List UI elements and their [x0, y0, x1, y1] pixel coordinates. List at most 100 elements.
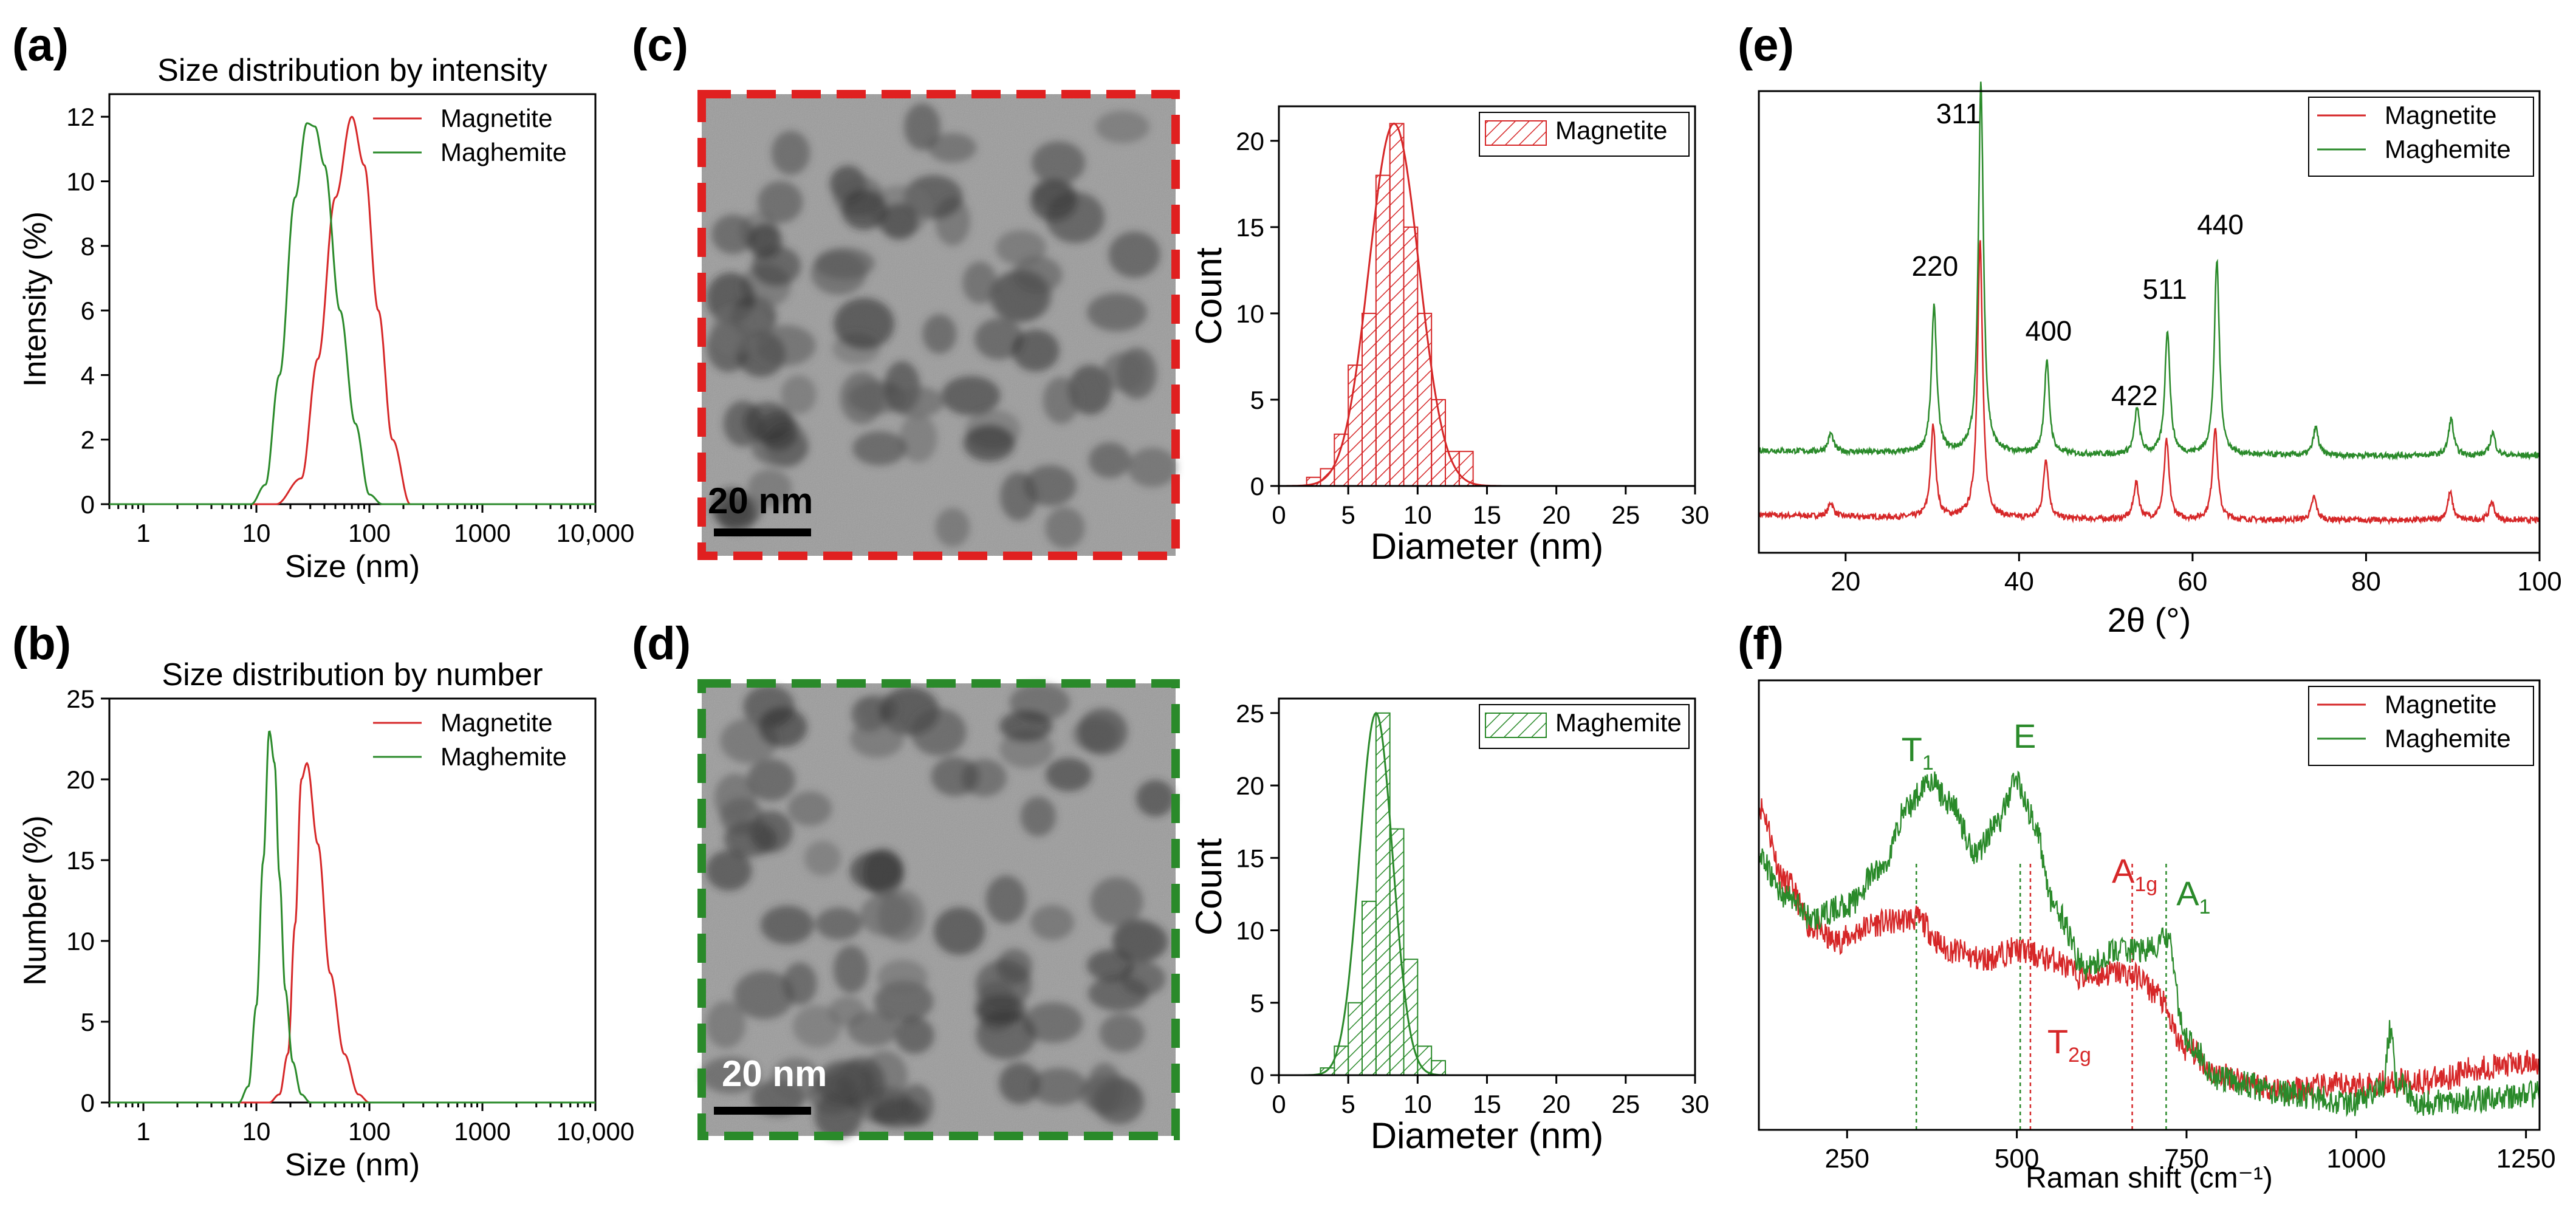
nanoparticle	[706, 1000, 746, 1048]
histogram-bar	[1389, 828, 1405, 1076]
nanoparticle	[711, 214, 755, 255]
chart-f: 250 500 750 1000 1250 Raman shift (cm⁻¹) T1 E A1…	[1758, 679, 2556, 1194]
nanoparticle	[758, 411, 798, 451]
y-axis-label: Number (%)	[18, 815, 53, 985]
y-tick-label: 4	[81, 361, 95, 389]
x-tick-label: 5	[1341, 501, 1355, 529]
nanoparticle	[771, 131, 810, 176]
scale-label-d: 20 nm	[722, 1053, 827, 1094]
y-tick-label: 20	[1236, 127, 1264, 156]
legend-label: Maghemite	[2385, 135, 2511, 163]
y-tick-label: 15	[1236, 844, 1264, 872]
nanoparticle	[1045, 757, 1092, 791]
chart-e: 20 40 60 80 100 2θ (°) 311 220 400 422 511 440 Magne…	[1758, 81, 2562, 639]
panel-label-a: (a)	[12, 19, 69, 71]
histogram-bar	[1348, 1002, 1363, 1076]
y-tick-label: 20	[66, 765, 95, 794]
legend-label: Magnetite	[440, 104, 552, 132]
nanoparticle	[1020, 796, 1057, 836]
x-tick-label: 1	[136, 519, 150, 547]
tem-frame-c	[697, 90, 1180, 560]
peak-label-311: 311	[1936, 98, 1981, 129]
x-tick-label: 20	[1831, 567, 1860, 597]
x-tick-label: 25	[1611, 1090, 1640, 1118]
nanoparticle	[1095, 111, 1150, 143]
y-tick-label: 0	[81, 1089, 95, 1117]
nanoparticle	[985, 875, 1027, 924]
x-tick-label: 60	[2177, 567, 2207, 597]
x-tick-label: 100	[348, 519, 391, 547]
nanoparticle	[815, 1060, 875, 1106]
y-tick-label: 25	[66, 685, 95, 713]
nanoparticle	[877, 959, 928, 997]
x-tick-label: 0	[1272, 501, 1286, 529]
peak-label-511: 511	[2143, 273, 2187, 305]
series-line-maghemite	[1758, 81, 2541, 461]
x-tick-label: 500	[1995, 1144, 2039, 1174]
y-axis-label: Count	[1188, 247, 1229, 344]
nanoparticle	[706, 850, 752, 891]
series-line-magnetite	[1758, 240, 2540, 525]
histogram-bar	[1375, 174, 1391, 487]
y-tick-label: 25	[1236, 699, 1264, 728]
nanoparticle	[1086, 293, 1147, 332]
nanoparticle	[1112, 917, 1160, 962]
legend-label: Magnetite	[2385, 690, 2496, 719]
nanoparticle	[787, 791, 832, 826]
x-tick-label: 10	[1403, 1090, 1432, 1118]
series-line-maghemite	[109, 122, 595, 505]
x-axis-label: 2θ (°)	[2108, 601, 2191, 639]
nanoparticle	[755, 325, 816, 366]
x-tick-label: 80	[2351, 567, 2381, 597]
y-tick-label: 15	[66, 846, 95, 875]
nanoparticle	[1136, 779, 1175, 817]
chart-title: Size distribution by number	[162, 657, 543, 692]
legend-label: Magnetite	[440, 708, 552, 737]
histogram-bar	[1403, 226, 1419, 487]
nanoparticle	[1023, 465, 1077, 507]
nanoparticle	[904, 103, 940, 151]
nanoparticle	[1088, 442, 1131, 479]
series-line-magnetite	[109, 762, 595, 1104]
x-axis-label: Diameter (nm)	[1371, 1115, 1603, 1156]
nanoparticle	[833, 945, 869, 994]
nanoparticle	[747, 759, 795, 801]
y-tick-label: 20	[1236, 771, 1264, 800]
peak-label-400: 400	[2026, 315, 2072, 346]
histogram-bar	[1362, 900, 1377, 1076]
nanoparticle	[1043, 377, 1080, 424]
series-line-maghemite	[109, 730, 595, 1104]
legend-label: Magnetite	[1555, 116, 1667, 145]
nanoparticle	[975, 959, 1032, 1010]
mode-label: A1g	[2112, 852, 2157, 896]
x-tick-label: 10,000	[557, 1117, 634, 1146]
mode-label-sub: 1	[2199, 895, 2211, 918]
nanoparticle	[804, 841, 841, 876]
histogram-bar	[1389, 123, 1405, 487]
nanoparticle	[928, 132, 977, 163]
chart-a: 1 10 100 1000 10,000 0 2 4 6 8 10 12 Size (nm) Intens…	[18, 53, 634, 584]
nanoparticle	[1127, 448, 1177, 487]
nanoparticle	[1046, 191, 1105, 244]
y-tick-label: 8	[81, 232, 95, 261]
nanoparticle	[974, 318, 1024, 360]
nanoparticle	[931, 756, 979, 796]
nanoparticle	[1090, 877, 1143, 926]
nanoparticle	[899, 1084, 934, 1127]
nanoparticle	[770, 1058, 822, 1103]
series-line-magnetite	[109, 115, 595, 505]
y-tick-label: 15	[1236, 213, 1264, 242]
histogram-bar	[1445, 451, 1460, 487]
chart-d-hist: 0 5 10 15 20 25 30 0 5 10 15 20 25 Diameter (nm) Count…	[1188, 697, 1709, 1156]
nanoparticle	[889, 386, 945, 417]
x-tick-label: 0	[1272, 1090, 1286, 1118]
peak-label-220: 220	[1911, 250, 1958, 282]
y-axis-label: Count	[1188, 838, 1229, 935]
y-tick-label: 2	[81, 426, 95, 454]
scale-bar-d	[714, 1107, 811, 1115]
tem-image-d: 20 nm	[697, 679, 1180, 1140]
legend-label: Maghemite	[1555, 708, 1682, 737]
chart-b: 1 10 100 1000 10,000 0 5 10 15 20 25 Size (nm) Numbe…	[18, 657, 634, 1183]
nanoparticle	[815, 908, 863, 940]
nanoparticle	[1101, 352, 1147, 392]
